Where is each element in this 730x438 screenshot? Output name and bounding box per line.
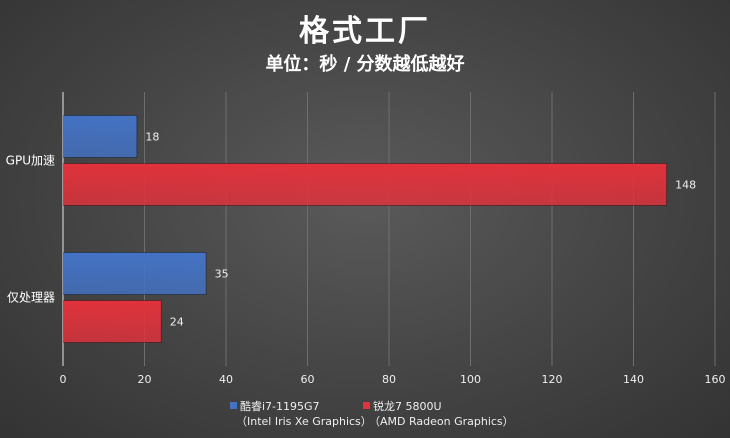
legend-item-intel: 酷睿i7-1195G7 （Intel Iris Xe Graphics） xyxy=(230,398,372,428)
x-tick-label: 60 xyxy=(301,373,315,386)
x-tick-label: 160 xyxy=(705,373,726,386)
data-label: 24 xyxy=(170,316,184,329)
legend-note-intel: （Intel Iris Xe Graphics） xyxy=(236,415,372,428)
bar xyxy=(63,163,668,206)
legend-item-amd: 锐龙7 5800U （AMD Radeon Graphics） xyxy=(363,398,514,428)
data-label: 35 xyxy=(215,268,229,281)
data-label: 148 xyxy=(675,179,696,192)
legend-label-intel: 酷睿i7-1195G7 xyxy=(240,399,320,413)
bar xyxy=(63,252,207,295)
y-category-label: GPU加速 xyxy=(6,154,55,168)
legend-swatch-intel xyxy=(230,402,237,409)
chart-subtitle: 单位：秒 / 分数越低越好 xyxy=(265,54,465,75)
bar xyxy=(63,300,162,343)
chart-title: 格式工厂 xyxy=(299,14,431,49)
data-label: 18 xyxy=(145,131,159,144)
x-tick-label: 140 xyxy=(623,373,644,386)
x-tick-label: 0 xyxy=(60,373,67,386)
legend-swatch-amd xyxy=(363,402,370,409)
x-tick-label: 120 xyxy=(542,373,563,386)
y-category-label: 仅处理器 xyxy=(7,291,55,305)
x-tick-label: 40 xyxy=(219,373,233,386)
x-tick-label: 100 xyxy=(460,373,481,386)
x-tick-label: 20 xyxy=(138,373,152,386)
bar xyxy=(63,115,138,158)
x-tick-label: 80 xyxy=(382,373,396,386)
legend-label-amd: 锐龙7 5800U xyxy=(373,399,442,413)
legend-note-amd: （AMD Radeon Graphics） xyxy=(369,415,514,428)
